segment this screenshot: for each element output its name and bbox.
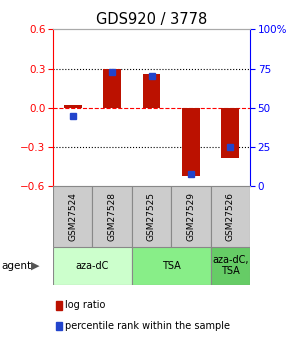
Text: log ratio: log ratio [65,300,105,310]
Bar [132,247,211,285]
Bar [92,186,132,247]
Bar [53,186,92,247]
Bar [221,108,239,158]
Bar [211,247,250,285]
Text: percentile rank within the sample: percentile rank within the sample [65,321,230,331]
Text: TSA: TSA [162,261,181,270]
Text: agent: agent [2,261,32,270]
Bar [64,105,82,108]
Text: GSM27528: GSM27528 [108,192,117,241]
Text: GSM27525: GSM27525 [147,192,156,241]
Text: GSM27524: GSM27524 [68,192,77,241]
Text: aza-dC,
TSA: aza-dC, TSA [212,255,248,276]
Bar [103,69,121,108]
Text: GSM27526: GSM27526 [226,192,235,241]
Text: aza-dC: aza-dC [76,261,109,270]
Bar [211,186,250,247]
Text: ▶: ▶ [31,261,39,270]
Bar [132,186,171,247]
Bar [182,108,200,176]
Bar [143,74,160,108]
Title: GDS920 / 3778: GDS920 / 3778 [96,12,207,27]
Bar [53,247,132,285]
Bar [171,186,211,247]
Text: GSM27529: GSM27529 [186,192,195,241]
